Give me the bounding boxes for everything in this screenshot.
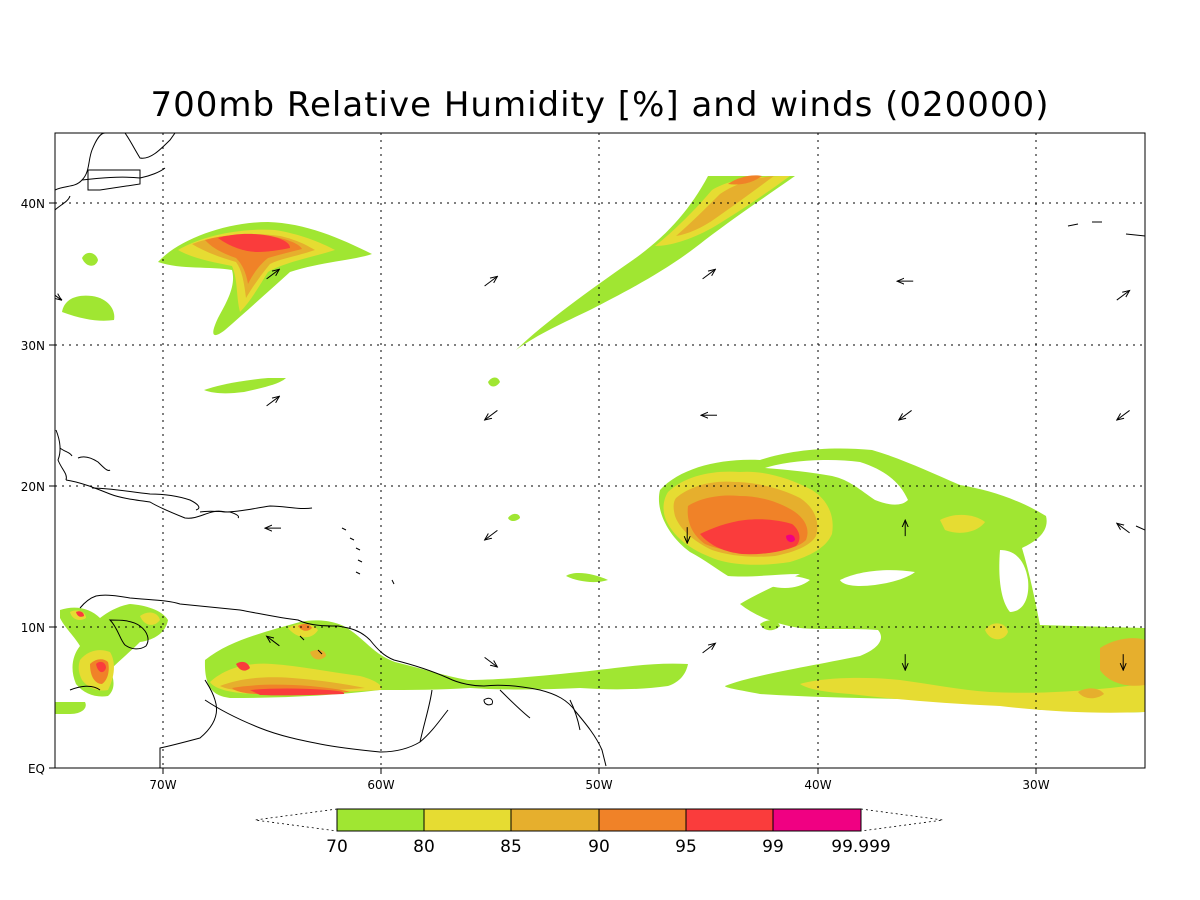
lon-label-60w: 60W xyxy=(367,778,394,792)
colorbar-low-extension xyxy=(254,808,338,832)
wind-arrow-9 xyxy=(899,410,912,420)
colorbar-swatch-85-90 xyxy=(510,808,600,832)
colorbar-high-extension xyxy=(860,808,944,832)
lat-axis: 40N 30N 20N 10N EQ xyxy=(21,197,55,776)
lon-axis: 70W 60W 50W 40W 30W xyxy=(149,768,1050,792)
wind-arrow-7 xyxy=(485,410,498,420)
lat-label-40n: 40N xyxy=(21,197,45,211)
wind-arrow-10 xyxy=(1117,410,1130,420)
plot-frame xyxy=(54,132,1146,769)
wind-arrow-1 xyxy=(266,269,280,280)
humidity-region-east xyxy=(658,448,1145,713)
lon-label-30w: 30W xyxy=(1022,778,1049,792)
colorbar-label-85: 85 xyxy=(500,837,522,857)
lon-label-50w: 50W xyxy=(585,778,612,792)
wind-arrow-15 xyxy=(1117,523,1130,534)
colorbar-swatch-95-99 xyxy=(685,808,774,832)
lat-label-eq: EQ xyxy=(28,762,45,776)
wind-arrow-5 xyxy=(1116,290,1130,301)
colorbar-swatch-80-85 xyxy=(423,808,512,832)
wind-arrow-2 xyxy=(484,276,498,287)
graticule xyxy=(55,133,1145,768)
wind-vectors xyxy=(55,269,1130,670)
colorbar-swatch-70-80 xyxy=(336,808,425,832)
colorbar-swatch-90-95 xyxy=(598,808,687,832)
colorbar: 70 80 85 90 95 99 99.999 xyxy=(254,808,944,857)
lat-label-20n: 20N xyxy=(21,480,45,494)
humidity-region-northwest xyxy=(62,222,372,394)
wind-arrow-18 xyxy=(702,643,716,654)
colorbar-label-70: 70 xyxy=(326,837,348,857)
map-title: 700mb Relative Humidity [%] and winds (0… xyxy=(151,85,1050,125)
colorbar-label-99: 99 xyxy=(762,837,784,857)
colorbar-swatch-99-99999 xyxy=(772,808,862,832)
wind-arrow-12 xyxy=(485,529,498,540)
wind-arrow-17 xyxy=(484,656,498,667)
coastlines xyxy=(55,133,1145,768)
colorbar-label-99999: 99.999 xyxy=(831,837,890,857)
lon-label-40w: 40W xyxy=(804,778,831,792)
wind-arrow-6 xyxy=(266,396,280,407)
lat-label-10n: 10N xyxy=(21,621,45,635)
wind-arrow-0 xyxy=(55,290,62,300)
wind-arrow-16 xyxy=(267,636,280,647)
colorbar-label-90: 90 xyxy=(588,837,610,857)
plot-area xyxy=(55,133,1145,768)
humidity-region-caribbean xyxy=(55,604,689,714)
humidity-band-diagonal xyxy=(488,175,795,583)
lon-label-70w: 70W xyxy=(149,778,176,792)
wind-arrow-3 xyxy=(702,269,716,280)
lat-label-30n: 30N xyxy=(21,339,45,353)
colorbar-label-80: 80 xyxy=(413,837,435,857)
colorbar-label-95: 95 xyxy=(675,837,697,857)
